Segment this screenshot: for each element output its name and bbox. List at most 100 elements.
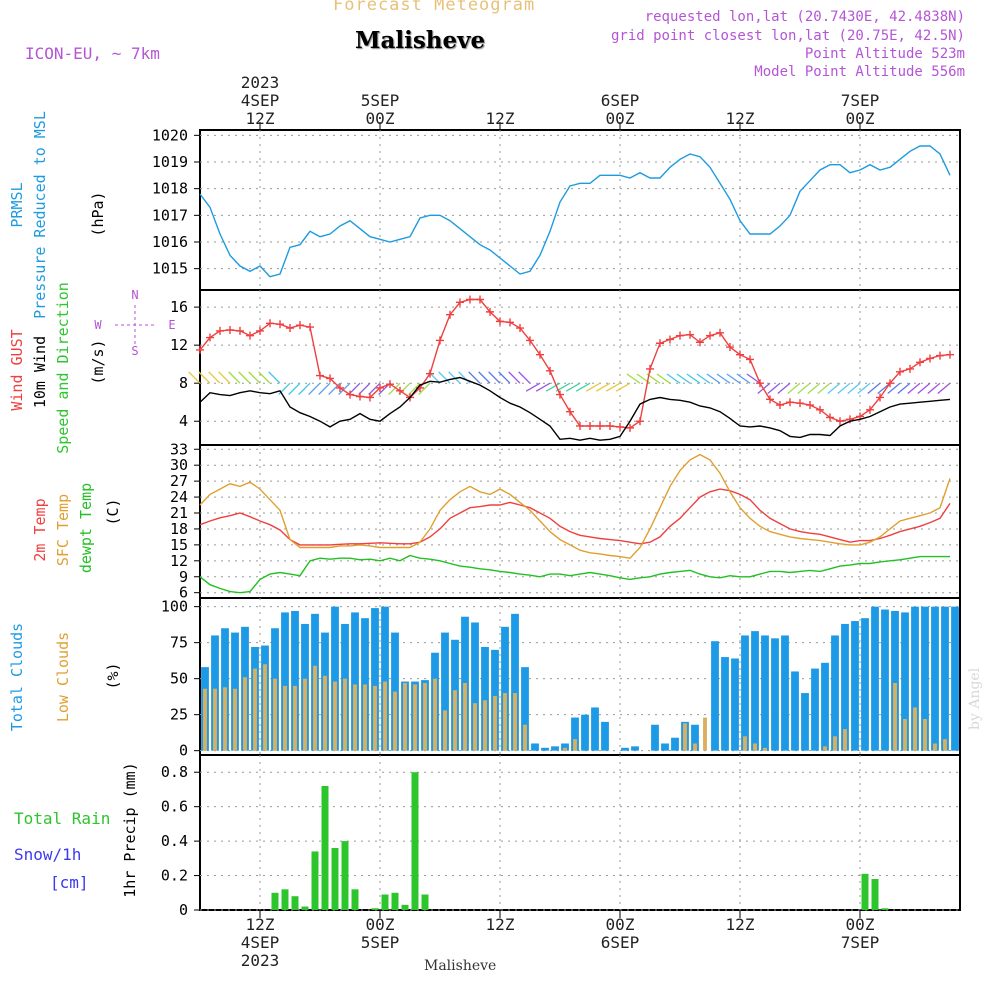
wind-direction-arrow <box>565 382 581 392</box>
ylabel-pressure-msl: Pressure Reduced to MSL <box>31 111 49 319</box>
wind-direction-arrow <box>907 382 921 394</box>
ylabel-speed-direction: Speed and Direction <box>54 282 72 454</box>
gust-marker <box>766 395 774 404</box>
tick-label-y: 8 <box>179 374 188 392</box>
panel-frame-temperature <box>199 444 961 599</box>
wind-direction-arrow <box>258 371 271 384</box>
tick-label-y: 27 <box>170 472 188 490</box>
tick-label-y: 1019 <box>152 153 188 171</box>
gust-marker <box>296 321 304 330</box>
bar-total-clouds <box>851 621 859 751</box>
bar-low-clouds <box>513 693 517 751</box>
tick-label-y: 0 <box>179 742 188 760</box>
wind-direction-arrow <box>827 382 841 394</box>
gust-marker <box>286 324 294 333</box>
gust-marker <box>656 339 664 348</box>
ylabel-prmsl: PRMSL <box>8 182 26 227</box>
gust-marker <box>466 295 474 304</box>
tick-label-y: 21 <box>170 504 188 522</box>
gust-marker <box>576 421 584 430</box>
bar-total-clouds <box>481 646 489 751</box>
bar-total-clouds <box>891 610 899 751</box>
wind-direction-arrow <box>847 382 861 394</box>
bar-total-clouds <box>771 638 779 751</box>
bar-total-clouds <box>441 632 449 751</box>
bar-total-clouds <box>281 612 289 751</box>
wind-direction-arrow <box>268 371 281 384</box>
wind-direction-arrow <box>298 382 311 395</box>
panel-frame-wind <box>199 289 961 446</box>
bar-total-clouds <box>811 668 819 751</box>
bar-low-clouds <box>463 682 467 751</box>
gust-marker <box>526 336 534 345</box>
wind-direction-arrow <box>238 371 251 384</box>
gust-marker <box>586 421 594 430</box>
series-line-gust <box>199 298 951 429</box>
gust-marker <box>236 326 244 335</box>
gust-marker <box>866 405 874 414</box>
compass-south: S <box>131 344 138 358</box>
bar-total-clouds <box>921 606 929 751</box>
gust-marker <box>206 333 214 342</box>
gust-marker <box>556 390 564 399</box>
bar-rain <box>301 906 309 910</box>
bar-total-clouds <box>841 623 849 751</box>
wind-direction-arrow <box>676 373 691 384</box>
time-label-top: 00Z <box>846 109 875 128</box>
bar-low-clouds <box>823 746 827 751</box>
bar-rain <box>421 894 429 910</box>
bar-total-clouds <box>331 606 339 751</box>
bar-low-clouds <box>323 675 327 751</box>
bar-rain <box>881 908 889 910</box>
bar-total-clouds <box>821 662 829 751</box>
gust-marker <box>446 310 454 319</box>
tick-label-y: 15 <box>170 536 188 554</box>
bar-low-clouds <box>203 688 207 751</box>
gust-marker <box>316 371 324 380</box>
gust-marker <box>356 392 364 401</box>
time-label-top: 7SEP <box>841 91 880 110</box>
bar-total-clouds <box>501 626 509 751</box>
bar-total-clouds <box>951 606 959 751</box>
bar-total-clouds <box>521 667 529 751</box>
requested-coordinates: requested lon,lat (20.7430E, 42.4838N) <box>644 9 965 25</box>
bar-total-clouds <box>791 671 799 751</box>
bar-low-clouds <box>363 684 367 751</box>
bar-rain <box>351 889 359 910</box>
wind-direction-arrow <box>595 382 611 392</box>
wind-direction-arrow <box>585 382 601 392</box>
wind-direction-arrow <box>488 371 501 384</box>
gust-marker <box>736 350 744 359</box>
wind-direction-arrow <box>605 382 621 392</box>
wind-direction-arrow <box>408 382 421 395</box>
bar-total-clouds <box>561 743 569 751</box>
ylabel-ms: (m/s) <box>89 339 107 384</box>
wind-direction-arrow <box>927 382 941 394</box>
series-line-sfc_temp <box>199 453 951 559</box>
wind-direction-arrow <box>937 382 951 394</box>
bar-total-clouds <box>781 635 789 751</box>
bar-low-clouds <box>293 685 297 751</box>
time-label-top: 4SEP <box>241 91 280 110</box>
bar-total-clouds <box>511 613 519 751</box>
bar-rain <box>271 892 279 910</box>
label-total-rain: Total Rain <box>14 809 110 828</box>
gust-marker <box>796 399 804 408</box>
series-line-dewpoint <box>199 554 950 594</box>
gust-marker <box>936 351 944 360</box>
tick-label-y: 0 <box>179 901 188 919</box>
tick-label-y: 0.2 <box>161 867 188 885</box>
bar-low-clouds <box>223 687 227 751</box>
bar-low-clouds <box>573 739 577 751</box>
tick-label-y: 24 <box>170 488 188 506</box>
bar-total-clouds <box>551 746 559 751</box>
wind-direction-arrow <box>767 382 781 394</box>
wind-direction-arrow <box>328 382 341 395</box>
bar-total-clouds <box>691 724 699 751</box>
gust-marker <box>386 380 394 389</box>
gust-marker <box>196 345 204 354</box>
tick-label-y: 18 <box>170 520 188 538</box>
tick-label-y: 0.4 <box>161 832 188 850</box>
wind-direction-arrow <box>198 371 211 384</box>
wind-direction-arrow <box>787 382 801 394</box>
